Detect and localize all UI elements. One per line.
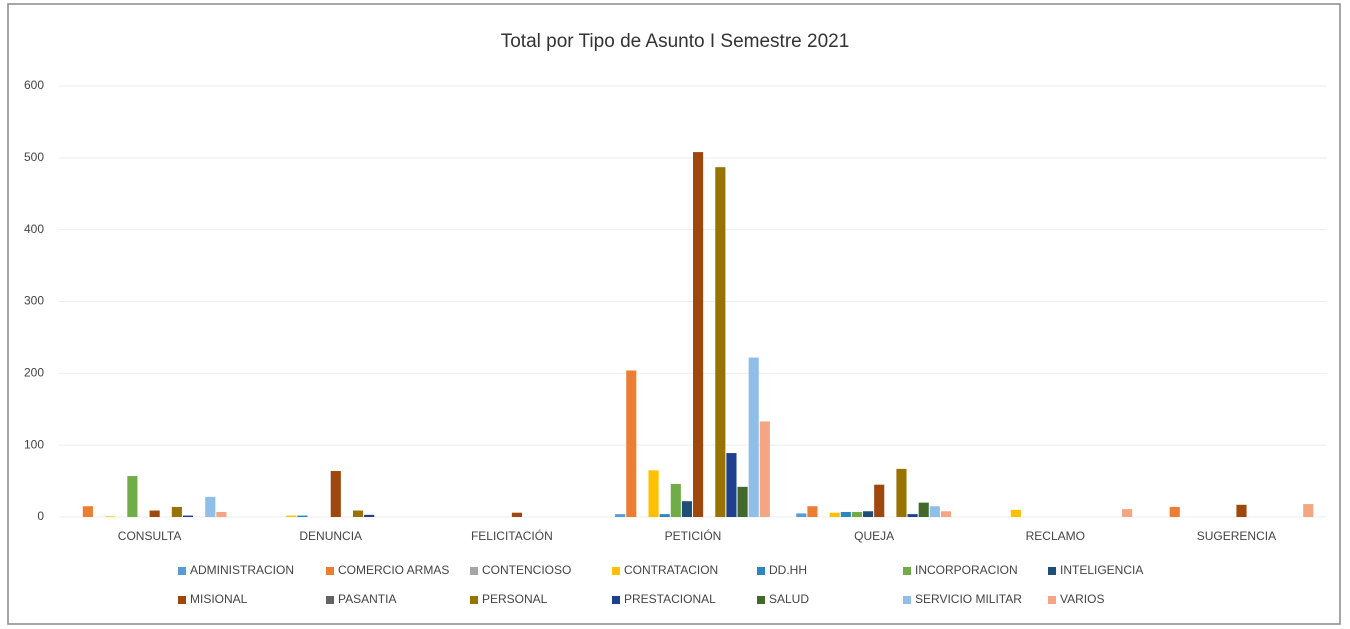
x-tick-label: QUEJA (854, 529, 894, 543)
bar (840, 511, 851, 517)
bar (105, 516, 116, 517)
legend-label: CONTENCIOSO (482, 563, 571, 577)
y-tick-label: 400 (24, 222, 44, 236)
y-tick-label: 200 (24, 366, 44, 380)
bar (726, 453, 737, 517)
bar (748, 357, 759, 517)
legend-label: ADMINISTRACION (190, 563, 294, 577)
bar (364, 514, 375, 517)
bar (1236, 504, 1247, 517)
bar (670, 483, 681, 517)
bar (648, 470, 659, 517)
legend-swatch (470, 596, 478, 604)
legend-swatch (903, 567, 911, 575)
legend-swatch (903, 596, 911, 604)
x-tick-label: CONSULTA (118, 529, 182, 543)
x-tick-label: SUGERENCIA (1197, 529, 1276, 543)
legend-swatch (178, 567, 186, 575)
bar (918, 502, 929, 517)
legend-label: MISIONAL (190, 592, 248, 606)
legend-swatch (326, 596, 334, 604)
legend-label: DD.HH (769, 563, 807, 577)
x-tick-label: FELICITACIÓN (471, 528, 553, 543)
bar (874, 484, 885, 517)
legend-label: INCORPORACION (915, 563, 1018, 577)
legend-label: CONTRATACION (624, 563, 718, 577)
bar (171, 506, 182, 517)
legend-label: INTELIGENCIA (1060, 563, 1143, 577)
legend-label: VARIOS (1060, 592, 1104, 606)
bar (127, 476, 138, 517)
bar (851, 511, 863, 517)
legend-label: PERSONAL (482, 592, 548, 606)
x-tick-label: RECLAMO (1026, 529, 1085, 543)
legend-swatch (178, 596, 186, 604)
legend-swatch (757, 596, 765, 604)
bar (205, 496, 216, 517)
legend-label: SERVICIO MILITAR (915, 592, 1022, 606)
y-tick-label: 100 (24, 437, 44, 451)
bar (82, 506, 93, 517)
bar (759, 421, 770, 517)
bar (1122, 509, 1133, 517)
bar (715, 167, 726, 517)
legend-swatch (470, 567, 478, 575)
legend-label: PASANTIA (338, 592, 396, 606)
chart-title: Total por Tipo de Asunto I Semestre 2021 (501, 31, 850, 52)
bar (286, 515, 297, 517)
bar (1010, 509, 1021, 517)
bar (896, 468, 907, 517)
y-tick-label: 600 (24, 78, 44, 92)
bar (1169, 506, 1180, 517)
bar (511, 512, 522, 517)
bar (615, 514, 626, 517)
y-tick-label: 0 (37, 509, 44, 523)
bar (182, 515, 194, 517)
legend-swatch (612, 567, 620, 575)
legend-label: COMERCIO ARMAS (338, 563, 449, 577)
bar (829, 512, 840, 517)
bar (216, 511, 227, 517)
bar (929, 506, 940, 517)
bar (659, 514, 670, 517)
legend-label: PRESTACIONAL (624, 592, 716, 606)
bar (1303, 504, 1314, 517)
bar (796, 513, 807, 517)
bar (737, 486, 748, 517)
x-tick-label: PETICIÓN (665, 528, 722, 543)
y-tick-label: 300 (24, 294, 44, 308)
legend-swatch (326, 567, 334, 575)
bar (330, 471, 341, 517)
bar (863, 511, 874, 517)
legend-swatch (612, 596, 620, 604)
legend-label: SALUD (769, 592, 809, 606)
y-tick-label: 500 (24, 150, 44, 164)
bar (907, 514, 918, 517)
legend-swatch (1048, 596, 1056, 604)
bar (149, 510, 160, 517)
bar (297, 515, 308, 517)
bar (352, 510, 364, 517)
bar (807, 506, 818, 517)
legend-swatch (1048, 567, 1056, 575)
bar (693, 152, 704, 517)
chart-frame (7, 3, 1341, 625)
bar (940, 511, 952, 517)
legend-swatch (757, 567, 765, 575)
x-tick-label: DENUNCIA (299, 529, 362, 543)
bar (626, 370, 637, 517)
bar (681, 501, 692, 517)
